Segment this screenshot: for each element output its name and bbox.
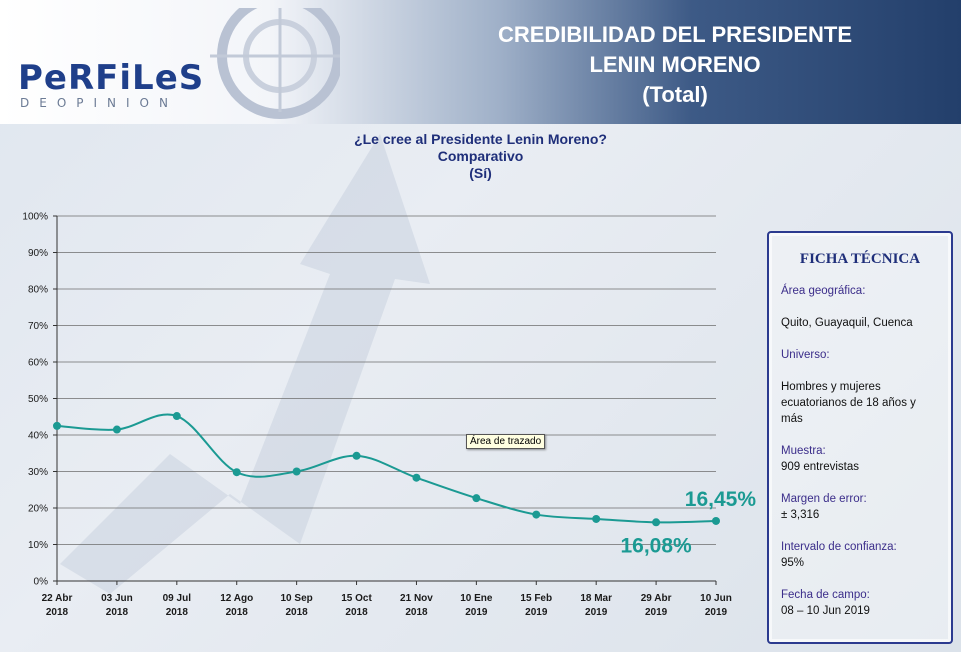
y-tick-label: 40% [28, 431, 48, 442]
sample-value: 909 entrevistas [781, 461, 859, 473]
data-label: 16,45% [685, 488, 757, 511]
x-tick-label: 12 Ago [220, 593, 253, 604]
sample-label: Muestra: [781, 445, 826, 457]
x-tick-label: 15 Feb [520, 593, 552, 604]
x-tick-label-year: 2019 [645, 607, 668, 618]
y-tick-label: 100% [22, 212, 48, 223]
y-tick-label: 20% [28, 504, 48, 515]
data-point [292, 467, 301, 476]
geo-area-value: Quito, Guayaquil, Cuenca [781, 317, 913, 329]
chart-heading-line-2: Comparativo [437, 148, 524, 164]
x-tick-label-year: 2018 [286, 607, 309, 618]
series-line [56, 413, 717, 524]
x-tick-label-year: 2019 [465, 607, 488, 618]
data-point [232, 468, 241, 477]
field-date-value: 08 – 10 Jun 2019 [781, 605, 870, 617]
y-tick-label: 70% [28, 321, 48, 332]
plot-area-tooltip: Área de trazado [466, 434, 546, 449]
logo-target-graphic [210, 0, 343, 119]
y-tick-label: 10% [28, 540, 48, 551]
logo: PeRFiLeS DEOPINION [10, 0, 343, 120]
x-tick-label: 03 Jun [101, 593, 133, 604]
error-margin-label: Margen de error: [781, 493, 867, 505]
confidence-value: 95% [781, 557, 805, 569]
data-point [53, 421, 61, 430]
y-tick-label: 60% [28, 358, 48, 369]
x-tick-label: 18 Mar [580, 593, 612, 604]
x-tick-label: 10 Jun [700, 593, 732, 604]
x-tick-label-year: 2018 [226, 607, 249, 618]
x-tick-label-year: 2019 [705, 607, 728, 618]
x-tick-label: 22 Abr [42, 593, 73, 604]
page-title: CREDIBILIDAD DEL PRESIDENTE LENIN MORENO… [440, 20, 910, 110]
universe-value: Hombres y mujeres ecuatorianos de 18 año… [781, 381, 916, 425]
x-tick-label-year: 2019 [525, 607, 548, 618]
data-point [412, 473, 421, 482]
data-point [112, 425, 121, 434]
chart-heading: ¿Le cree al Presidente Lenin Moreno? Com… [0, 131, 961, 182]
x-tick-label: 21 Nov [400, 593, 433, 604]
x-tick-label-year: 2018 [166, 607, 189, 618]
data-point [352, 451, 361, 460]
x-tick-label-year: 2019 [585, 607, 608, 618]
chart-heading-line-3: (Sí) [469, 165, 492, 181]
universe-label: Universo: [781, 349, 830, 361]
data-point [172, 412, 181, 421]
data-point [712, 516, 720, 525]
title-line-2: LENIN MORENO [589, 52, 761, 77]
field-date-label: Fecha de campo: [781, 589, 870, 601]
y-tick-label: 90% [28, 248, 48, 259]
logo-subtext: DEOPINION [20, 96, 178, 110]
x-tick-label: 10 Ene [460, 593, 493, 604]
line-chart: 0% 10% 20% 30% 40% 50% 60% 70% 80% 90% 100% 22 Abr 2… [22, 212, 757, 619]
data-label: 16,08% [620, 534, 692, 557]
technical-sheet-panel: FICHA TÉCNICA Área geográfica: Quito, Gu… [767, 231, 953, 644]
geo-area-label: Área geográfica: [781, 285, 866, 297]
y-tick-label: 0% [34, 577, 49, 588]
x-tick-label-year: 2018 [405, 607, 428, 618]
x-tick-label: 09 Jul [163, 593, 192, 604]
y-tick-label: 80% [28, 285, 48, 296]
error-margin-value: ± 3,316 [781, 509, 820, 521]
title-line-1: CREDIBILIDAD DEL PRESIDENTE [497, 22, 853, 47]
header-banner: PeRFiLeS DEOPINION CREDIBILIDAD DEL PRES… [0, 0, 961, 124]
x-tick-label: 10 Sep [281, 593, 313, 604]
confidence-label: Intervalo de confianza: [781, 541, 897, 553]
data-point [652, 518, 661, 527]
y-tick-label: 30% [28, 467, 48, 478]
y-tick-label: 50% [28, 394, 48, 405]
data-point [592, 514, 601, 523]
background-arrow-decoration [60, 134, 430, 594]
chart-heading-line-1: ¿Le cree al Presidente Lenin Moreno? [354, 131, 607, 147]
data-point [532, 510, 541, 519]
x-tick-label-year: 2018 [345, 607, 368, 618]
x-tick-label-year: 2018 [46, 607, 69, 618]
logo-text: PeRFiLeS [18, 58, 205, 98]
x-tick-label: 29 Abr [641, 593, 672, 604]
technical-sheet-title: FICHA TÉCNICA [799, 251, 921, 267]
x-tick-label-year: 2018 [106, 607, 129, 618]
x-tick-label: 15 Oct [341, 593, 372, 604]
title-line-3: (Total) [642, 82, 708, 107]
data-point [472, 494, 481, 503]
